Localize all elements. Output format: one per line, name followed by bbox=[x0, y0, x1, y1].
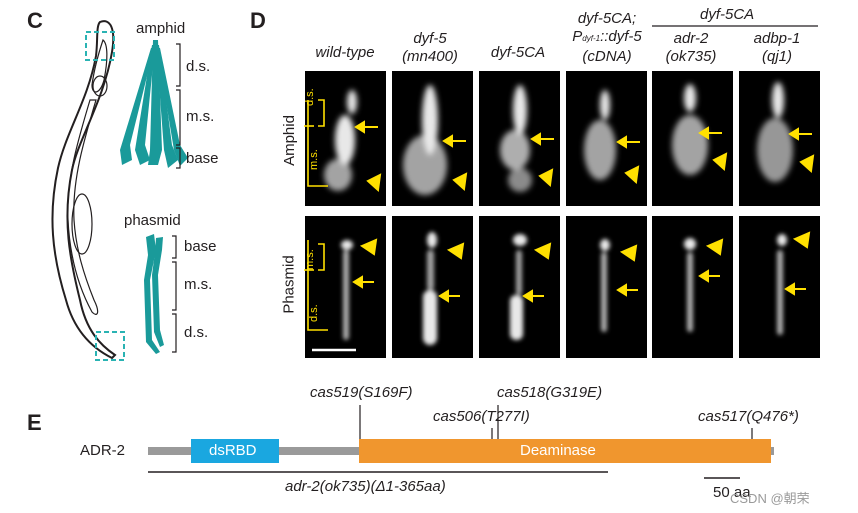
watermark: CSDN @朝荣 bbox=[730, 491, 810, 506]
mutation-cas518: cas518(G319E) bbox=[497, 384, 603, 401]
amphid-tiles bbox=[305, 71, 820, 206]
panel-letter-d: D bbox=[250, 8, 266, 33]
markers bbox=[352, 120, 815, 303]
deletion-label: adr-2(ok735)(Δ1-365aa) bbox=[285, 478, 446, 495]
deaminase-domain bbox=[359, 439, 771, 463]
panel-letter-e: E bbox=[27, 410, 42, 435]
amphid-ms-scale-label: m.s. bbox=[308, 149, 320, 170]
phasmid-tiles bbox=[305, 216, 820, 358]
phasmid-ms-label: m.s. bbox=[184, 276, 213, 293]
mutation-cas506: cas506(T277I) bbox=[433, 408, 530, 425]
mutation-cas517: cas517(Q476*) bbox=[698, 408, 799, 425]
dyf5ca-group-header: dyf-5CA bbox=[700, 6, 755, 23]
phasmid-ds-scale-label: d.s. bbox=[308, 304, 320, 322]
tail-box bbox=[95, 331, 125, 361]
wt-brackets bbox=[304, 99, 328, 331]
genotype-dyf5-mn400: dyf-5 (mn400) bbox=[402, 30, 458, 65]
genotype-adr2-ok735: adr-2 (ok735) bbox=[665, 30, 717, 65]
amphid-base-label: base bbox=[186, 150, 219, 167]
amphid-cilia bbox=[120, 40, 188, 168]
phasmid-ms-scale-label: m.s. bbox=[304, 249, 316, 270]
genotype-dyf5ca: dyf-5CA bbox=[490, 44, 546, 61]
phasmid-ds-label: d.s. bbox=[184, 324, 209, 341]
amphid-signal bbox=[324, 82, 793, 195]
intestine bbox=[67, 99, 99, 315]
scale-bar-label: 50 aa bbox=[713, 484, 751, 501]
head-box bbox=[85, 31, 115, 61]
genotype-wild-type: wild-type bbox=[315, 44, 375, 61]
pharynx-bulb bbox=[92, 75, 108, 97]
amphid-brackets bbox=[176, 43, 181, 169]
genotype-dyf5ca-rescue: dyf-5CA; Pdyf-1::dyf-5 (cDNA) bbox=[572, 10, 642, 65]
phasmid-signal bbox=[341, 232, 787, 345]
phasmid-base-label: base bbox=[184, 238, 217, 255]
dsrbd-domain bbox=[191, 439, 279, 463]
dsrbd-label: dsRBD bbox=[209, 442, 257, 459]
vulva bbox=[71, 193, 93, 255]
genotype-adbp1-qj1: adbp-1 (qj1) bbox=[753, 30, 801, 65]
phasmid-label: phasmid bbox=[124, 212, 181, 229]
amphid-label: amphid bbox=[136, 20, 186, 37]
panel-letter-c: C bbox=[27, 8, 43, 33]
mutation-cas519: cas519(S169F) bbox=[310, 384, 413, 401]
deaminase-label: Deaminase bbox=[520, 442, 596, 459]
pharynx bbox=[91, 38, 108, 93]
amphid-ds-scale-label: d.s. bbox=[304, 88, 316, 106]
phasmid-brackets bbox=[172, 235, 177, 353]
mutation-ticks bbox=[359, 405, 753, 439]
phasmid-cilia bbox=[144, 234, 164, 354]
amphid-ms-label: m.s. bbox=[186, 108, 215, 125]
amphid-ds-label: d.s. bbox=[186, 58, 211, 75]
worm-outline bbox=[51, 20, 117, 360]
protein-name: ADR-2 bbox=[80, 442, 126, 459]
